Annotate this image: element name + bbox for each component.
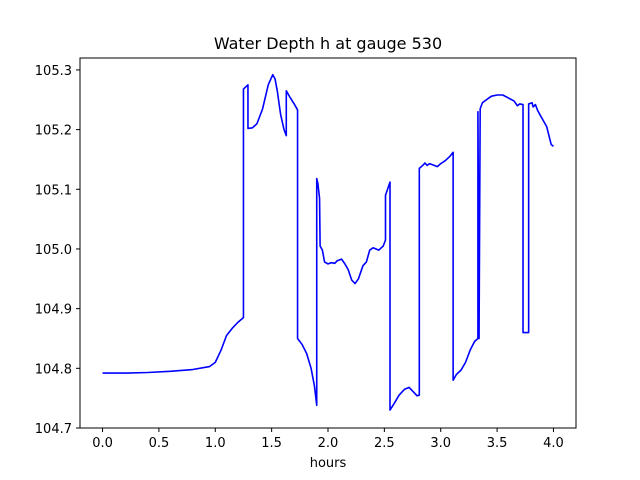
x-tick-label: 3.0 <box>430 436 451 451</box>
x-tick-label: 4.0 <box>543 436 564 451</box>
x-axis: 0.0 0.5 1.0 1.5 2.0 2.5 3.0 3.5 4.0 <box>92 428 564 451</box>
y-tick-label: 105.2 <box>35 124 72 139</box>
series-layer <box>102 73 554 411</box>
y-tick-label: 104.9 <box>35 303 72 318</box>
x-tick-label: 0.5 <box>149 436 170 451</box>
y-tick-label: 105.3 <box>35 64 72 79</box>
y-tick-label: 105.1 <box>35 183 72 198</box>
x-axis-label: hours <box>310 456 347 471</box>
y-tick-label: 104.8 <box>35 362 72 377</box>
x-tick-label: 3.5 <box>487 436 508 451</box>
chart-title: Water Depth h at gauge 530 <box>214 34 442 53</box>
x-tick-label: 2.5 <box>374 436 395 451</box>
y-axis: 104.7 104.8 104.9 105.0 105.1 105.2 105.3 <box>35 64 80 437</box>
x-tick-label: 2.0 <box>318 436 339 451</box>
y-tick-label: 105.0 <box>35 243 72 258</box>
x-tick-label: 0.0 <box>92 436 113 451</box>
x-tick-label: 1.0 <box>205 436 226 451</box>
series-line-0 <box>102 73 554 411</box>
y-tick-label: 104.7 <box>35 422 72 437</box>
x-tick-label: 1.5 <box>261 436 282 451</box>
